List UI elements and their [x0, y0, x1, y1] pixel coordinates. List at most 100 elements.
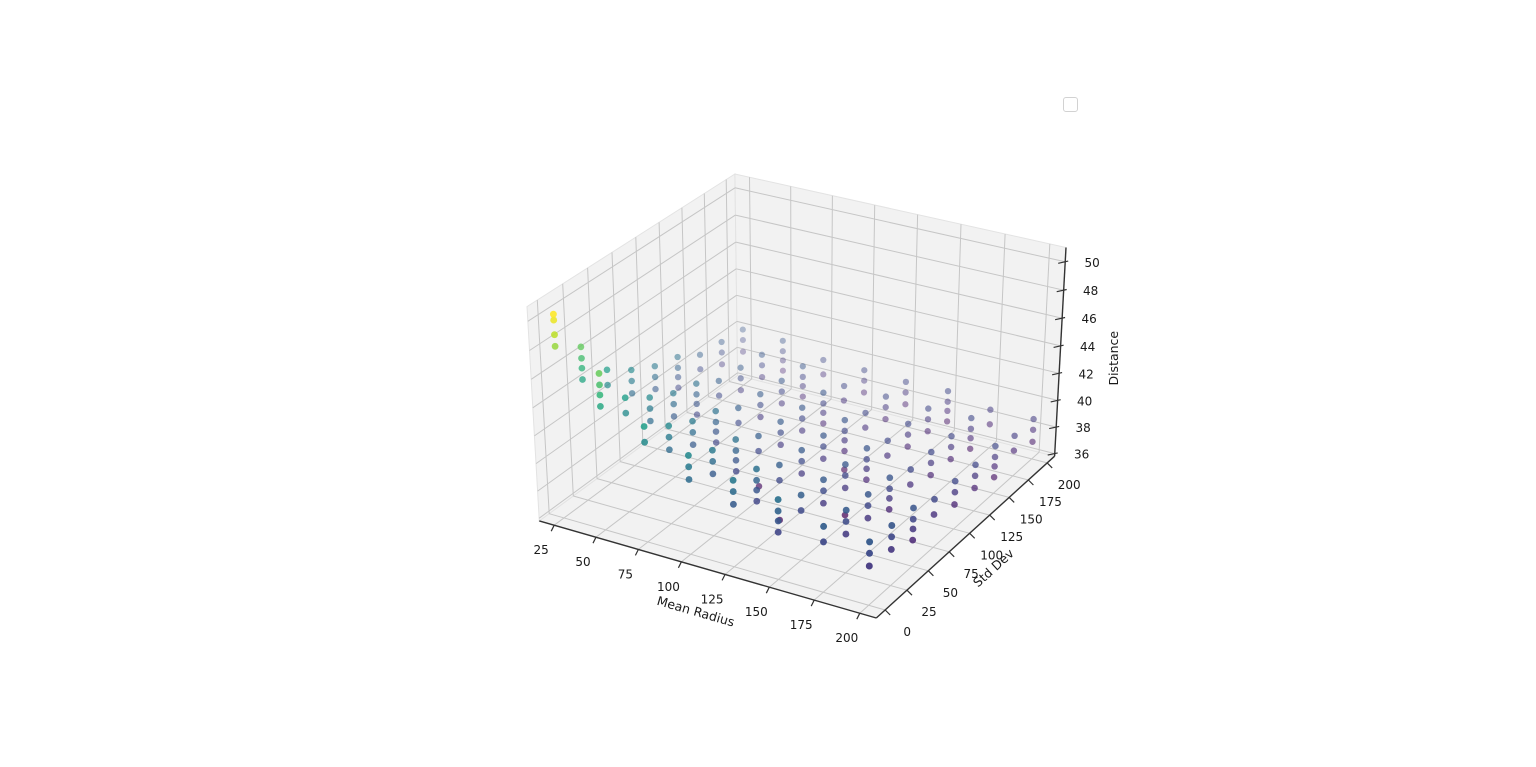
x-gridline [790, 186, 792, 390]
x-tick-label: 125 [701, 592, 724, 606]
data-point [990, 473, 998, 481]
data-point [820, 487, 827, 495]
y-gridline [573, 495, 908, 591]
data-point [597, 403, 604, 410]
data-point [777, 418, 784, 425]
x-gridline [595, 388, 792, 538]
data-point [991, 463, 998, 470]
data-point [866, 549, 873, 557]
data-point [910, 504, 917, 512]
data-point [709, 446, 716, 454]
data-point [689, 428, 697, 436]
y-gridline [611, 252, 621, 462]
data-point [712, 439, 720, 446]
data-point [696, 351, 704, 358]
data-point [621, 394, 629, 402]
y-gridline [635, 237, 644, 445]
y-tick [1008, 496, 1015, 503]
z-tick-label: 36 [1074, 448, 1089, 462]
data-point [715, 377, 722, 385]
data-point [732, 456, 740, 464]
z-tick-label: 46 [1081, 312, 1096, 326]
y-tick-label: 25 [921, 605, 936, 619]
data-point [674, 353, 681, 361]
data-point [798, 427, 806, 434]
z-gridline [737, 372, 1055, 455]
data-point [755, 432, 762, 440]
data-point [1030, 415, 1037, 423]
data-point [578, 354, 585, 362]
z-tick [1051, 372, 1063, 376]
y-gridline [596, 478, 929, 572]
data-point [861, 377, 868, 384]
data-point [666, 446, 673, 454]
y-tick-label: 125 [1000, 530, 1023, 544]
data-point [909, 525, 917, 533]
data-point [579, 376, 586, 383]
data-point [951, 501, 958, 508]
data-point [865, 562, 873, 570]
data-point [863, 465, 870, 473]
data-point [924, 428, 931, 435]
x-tick-label: 150 [745, 605, 768, 619]
y-axis-spine [875, 455, 1056, 619]
data-point [735, 419, 742, 427]
data-point [674, 364, 682, 371]
data-point [887, 545, 895, 553]
data-point [735, 404, 742, 412]
y-gridline [562, 283, 574, 497]
data-point [718, 349, 725, 356]
y-gridline [703, 193, 709, 397]
z-tick-label: 38 [1076, 421, 1091, 435]
data-point [675, 384, 682, 391]
z-tick [1053, 344, 1064, 348]
y-tick-label: 150 [1020, 512, 1043, 526]
data-point [882, 404, 889, 411]
data-point [840, 397, 848, 404]
data-point [651, 362, 659, 370]
x-gridline [813, 441, 997, 601]
data-point [902, 401, 909, 408]
x-tick [721, 574, 726, 581]
x-tick [856, 612, 861, 620]
data-point [948, 432, 955, 440]
x-gridline [995, 233, 1006, 442]
x-gridline [830, 195, 833, 400]
data-point [951, 488, 959, 496]
x-gridline [724, 419, 914, 575]
data-point [732, 447, 740, 454]
x-gridline [871, 205, 876, 410]
data-point [864, 514, 872, 522]
x-tick [810, 599, 815, 607]
data-point [886, 495, 893, 502]
data-point [931, 495, 938, 503]
z-gridline [735, 241, 1063, 319]
data-point [578, 364, 586, 372]
z-gridline [535, 320, 738, 465]
data-point [886, 485, 893, 493]
x-gridline [681, 409, 872, 563]
data-point [551, 331, 558, 339]
data-point [596, 381, 603, 389]
data-point [972, 461, 979, 469]
data-point [757, 401, 764, 409]
data-point [904, 420, 912, 428]
data-point [577, 343, 585, 351]
data-point [820, 389, 827, 396]
z-axis-spine [1053, 247, 1067, 457]
data-point [820, 400, 827, 407]
data-point [693, 380, 700, 387]
data-point [968, 414, 975, 422]
data-point [693, 400, 700, 408]
y-tick-label: 75 [964, 567, 979, 581]
z-tick [1047, 452, 1058, 456]
data-point [820, 409, 827, 416]
y-gridline [681, 207, 688, 413]
data-point [689, 441, 697, 449]
x-tick [592, 536, 597, 544]
data-point [798, 415, 806, 422]
x-tick [677, 561, 682, 569]
data-point [971, 472, 979, 480]
data-point [928, 448, 935, 456]
